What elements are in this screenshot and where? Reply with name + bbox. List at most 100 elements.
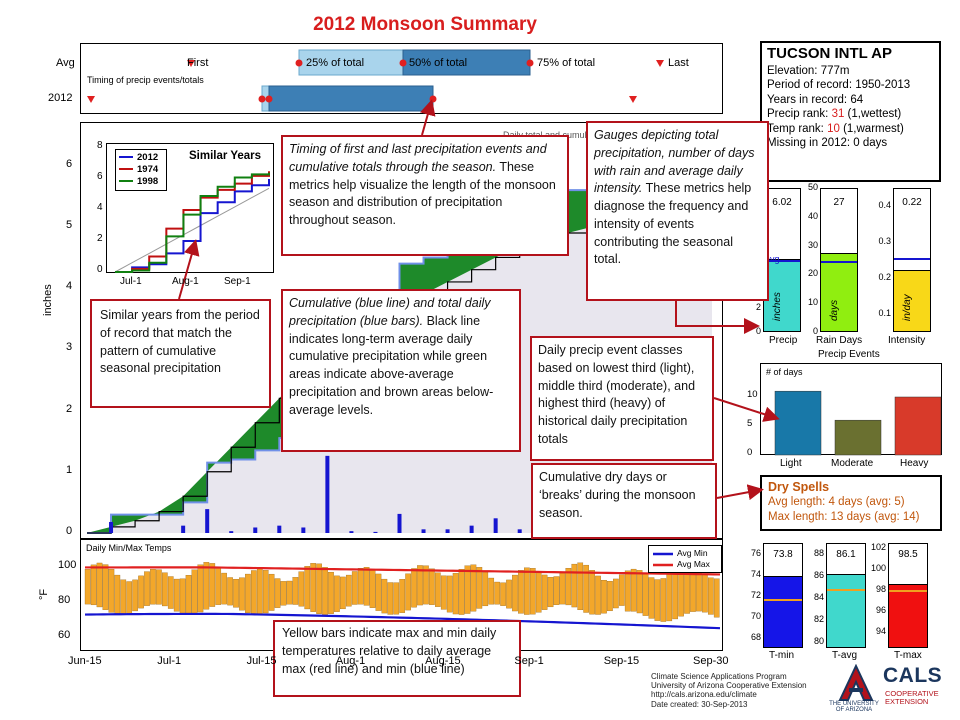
temp-ylabel: °F <box>38 588 50 600</box>
daily-temp-bar <box>476 567 483 609</box>
gauge-tick-intensity: 0.1 <box>878 308 891 318</box>
ua-logo-icon <box>838 664 874 701</box>
precip-ylabel: inches <box>42 284 54 316</box>
event-classes-xlabel: Light <box>780 458 802 469</box>
daily-precip-bar <box>517 529 522 533</box>
footer-line-2: University of Arizona Cooperative Extens… <box>651 681 807 691</box>
temp-gauge-tick-tmin: 70 <box>750 610 761 621</box>
daily-temp-bar <box>245 573 251 613</box>
daily-temp-bar <box>535 571 542 613</box>
timing-first-label: First <box>187 57 209 69</box>
precip-ytick-label: 2 <box>66 402 73 415</box>
station-years: Years in record: 64 <box>767 93 864 106</box>
gauge-unit-intensity: in/day <box>902 294 913 321</box>
gauges-group-label: Precip Events <box>818 349 880 360</box>
station-name: TUCSON INTL AP <box>767 45 893 62</box>
event-classes-xlabel: Moderate <box>831 458 874 469</box>
daily-temp-bar <box>363 567 370 606</box>
cals-sub-line1: COOPERATIVE <box>885 689 939 698</box>
daily-temp-bar <box>144 571 150 606</box>
gauge-avg-line-intensity <box>894 258 930 260</box>
daily-temp-bar <box>417 565 423 606</box>
ua-wordmark-line1: THE UNIVERSITY <box>829 701 879 707</box>
gauge-tick-intensity: 0.3 <box>878 236 891 246</box>
gauge-value-days: 27 <box>833 197 845 208</box>
temp-gauge-tick-tavg: 84 <box>813 592 824 603</box>
temp-gauge-value-tmin: 73.8 <box>773 549 793 560</box>
temp-gauge-tick-tmax: 94 <box>875 626 886 637</box>
daily-temp-bar <box>375 573 382 611</box>
temp-chart-svg <box>84 562 721 630</box>
gauge-avg-text: avg <box>765 254 780 264</box>
callout-cumulative-title: Cumulative (blue line) and total daily p… <box>289 296 491 328</box>
legend-label: 1998 <box>137 176 159 187</box>
daily-temp-bar <box>132 579 138 612</box>
callout-similar-text: Similar years from the period of record … <box>100 308 260 376</box>
station-period: Period of record: 1950-2013 <box>767 79 911 92</box>
daily-temp-bar <box>209 563 216 607</box>
temp-ytick-label: 60 <box>58 629 71 642</box>
temp-gauge-tmax: 98.5 <box>888 543 928 648</box>
temp-gauge-fill-tmax <box>889 584 927 647</box>
gauge-fill-intensity <box>894 269 930 331</box>
similar-years-svg <box>114 171 270 273</box>
similar-years-lines <box>114 171 270 273</box>
daily-temp-bar <box>221 572 227 605</box>
event-class-bar-heavy <box>894 396 942 456</box>
daily-temp-bar <box>179 578 186 614</box>
daily-temp-bar <box>434 572 441 607</box>
timing-25-label: 25% of total <box>306 57 365 69</box>
daily-precip-bar <box>301 527 306 533</box>
timing-2012-25-marker <box>258 95 266 103</box>
precip-ytick-label: 4 <box>66 280 73 293</box>
cals-sub-line2: EXTENSION <box>885 696 929 706</box>
daily-temp-bar <box>666 574 673 622</box>
above-average-area <box>87 164 712 533</box>
daily-temp-bar <box>452 573 459 615</box>
gauge-avg-line-precip <box>764 260 800 263</box>
daily-temp-bar <box>304 566 311 610</box>
daily-temp-bar <box>393 582 400 615</box>
daily-temp-bar <box>559 572 566 605</box>
precip-xtick-label: Sep-15 <box>603 655 640 667</box>
event-classes-ytick-label: 10 <box>747 389 758 400</box>
cals-subtitle: COOPERATIVE EXTENSION <box>885 690 939 706</box>
legend-swatch <box>119 168 133 171</box>
daily-temp-bar <box>233 578 239 608</box>
daily-temp-bar <box>642 573 649 616</box>
footer-line-4: Date created: 30-Sep-2013 <box>651 699 748 709</box>
timing-row-avg: Avg <box>56 57 75 69</box>
daily-temp-bar <box>197 564 204 613</box>
daily-temp-bar <box>488 577 495 605</box>
timing-2012-first-marker <box>87 96 95 103</box>
station-elevation: Elevation: 777m <box>767 64 850 77</box>
temp-gauge-tick-tmax: 100 <box>870 563 886 574</box>
daily-temp-bar <box>565 567 572 606</box>
daily-temp-bar <box>185 575 192 615</box>
timing-avg-25-marker <box>295 59 303 67</box>
temp-ytick-label: 100 <box>58 559 77 572</box>
daily-temp-bar <box>256 568 263 615</box>
gauge-tick-days: 10 <box>807 297 818 308</box>
callout-gauges-title: Gauges depicting total precipitation, nu… <box>594 128 755 196</box>
similar-years-xtick-label: Aug-1 <box>172 276 199 287</box>
callout-timing-text: These metrics help visualize the length … <box>289 159 556 227</box>
temp-label: Daily Min/Max Temps <box>86 543 172 553</box>
daily-temp-bar <box>191 569 198 615</box>
daily-temp-bar <box>286 580 293 605</box>
daily-precip-bar <box>445 529 450 533</box>
event-classes-ylabel: # of days <box>766 367 803 377</box>
daily-temp-bar <box>114 574 121 615</box>
daily-temp-bar <box>500 582 506 606</box>
daily-temp-bar <box>298 571 305 607</box>
precip-ytick-label: 1 <box>66 463 73 476</box>
daily-temp-bar <box>464 565 471 614</box>
daily-temp-bar <box>405 573 411 611</box>
callout-dry: Cumulative dry days or ‘breaks’ during t… <box>531 463 717 539</box>
temp-gauge-value-tmax: 98.5 <box>898 549 918 560</box>
daily-temp-bar <box>672 568 679 620</box>
gauge-unit-precip: inches <box>772 292 783 321</box>
daily-temp-bar <box>84 569 91 605</box>
daily-temp-bar <box>553 576 560 605</box>
daily-temp-bar <box>595 575 601 615</box>
